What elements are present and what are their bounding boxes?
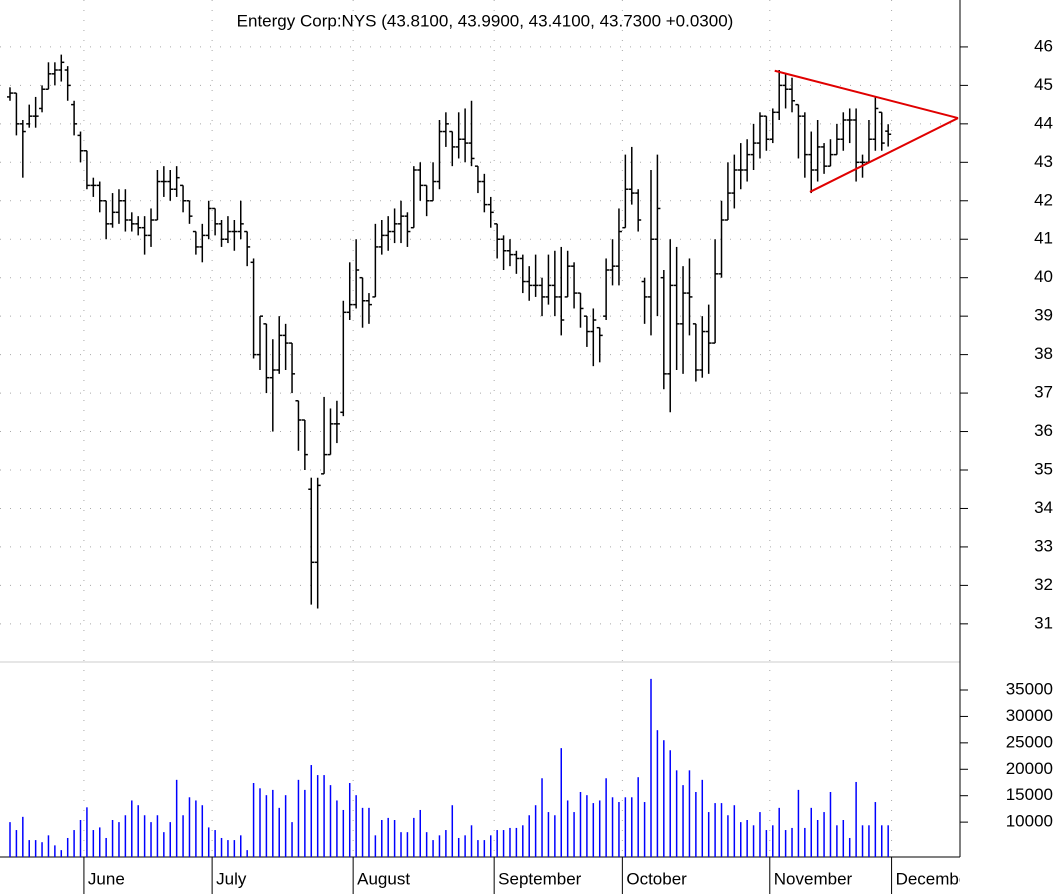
y-tick-label: 39	[1034, 306, 1053, 325]
x-tick-label: November	[774, 869, 853, 888]
trend-line	[809, 117, 959, 193]
y-tick-label: 31	[1034, 613, 1053, 632]
volume-tick-label: 25000	[1006, 732, 1053, 751]
y-tick-label: 35	[1034, 459, 1053, 478]
y-tick-label: 32	[1034, 575, 1053, 594]
x-tick-label: October	[626, 869, 687, 888]
y-tick-label: 44	[1034, 113, 1053, 132]
x-tick-label: July	[216, 869, 247, 888]
y-tick-label: 37	[1034, 383, 1053, 402]
y-tick-label: 46	[1034, 36, 1053, 55]
y-tick-label: 43	[1034, 152, 1053, 171]
x-tick-label: December	[896, 869, 975, 888]
y-tick-label: 34	[1034, 498, 1053, 517]
volume-tick-label: 30000	[1006, 706, 1053, 725]
volume-tick-label: 15000	[1006, 785, 1053, 804]
chart-title: Entergy Corp:NYS (43.8100, 43.9900, 43.4…	[237, 11, 734, 30]
y-tick-label: 41	[1034, 229, 1053, 248]
volume-tick-label: 20000	[1006, 759, 1053, 778]
volume-tick-label: 10000	[1006, 812, 1053, 831]
volume-tick-label: 35000	[1006, 679, 1053, 698]
y-tick-label: 36	[1034, 421, 1053, 440]
x-tick-label: August	[357, 869, 410, 888]
x-tick-label: June	[88, 869, 125, 888]
y-tick-label: 45	[1034, 75, 1053, 94]
y-tick-label: 42	[1034, 190, 1053, 209]
y-tick-label: 40	[1034, 267, 1053, 286]
y-tick-label: 38	[1034, 344, 1053, 363]
y-tick-label: 33	[1034, 536, 1053, 555]
x-tick-label: September	[498, 869, 581, 888]
trend-line	[774, 69, 959, 120]
